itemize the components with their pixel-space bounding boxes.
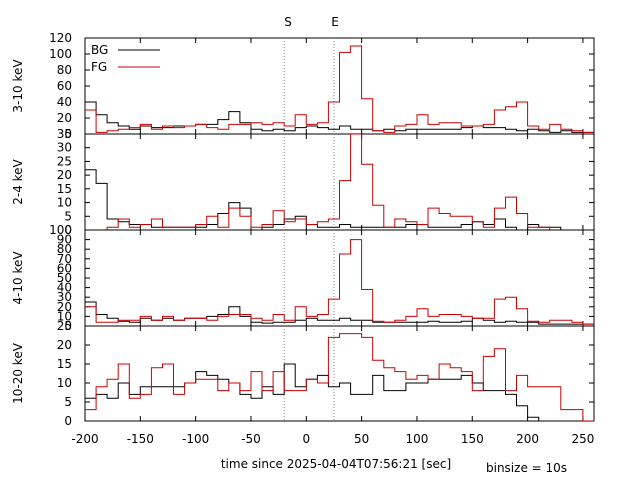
- x-axis: -200 -150 -100 -50 0 50 100 150 200 250: [71, 432, 594, 446]
- x-tick-label: 200: [516, 432, 539, 446]
- y-tick-label: 40: [57, 95, 72, 109]
- y-tick-label: 20: [57, 300, 72, 314]
- panel-10-20-keV: 0 5 10 15 20 25 10-20 keV: [11, 319, 595, 428]
- y-tick-label: 60: [57, 261, 72, 275]
- y-axis-label: 4-10 keV: [11, 251, 25, 305]
- y-tick-label: 5: [64, 209, 72, 223]
- x-tick-label: -50: [241, 432, 261, 446]
- marker-label-start: S: [284, 15, 292, 29]
- y-axis-label: 10-20 keV: [11, 342, 25, 404]
- y-tick-label: 90: [57, 233, 72, 247]
- y-tick-label: 35: [57, 127, 72, 141]
- y-tick-label: 0: [64, 414, 72, 428]
- series-fg-line: [85, 239, 594, 325]
- x-tick-label: 0: [302, 432, 310, 446]
- series-bg-line: [85, 363, 594, 421]
- panel-3-10-keV: 0 20 40 60 80 100 120 3-10 keV BG FG: [11, 31, 595, 141]
- y-tick-label: 80: [57, 242, 72, 256]
- y-tick-label: 40: [57, 281, 72, 295]
- y-tick-label: 30: [57, 290, 72, 304]
- y-tick-label: 60: [57, 79, 72, 93]
- series-fg-line: [85, 134, 594, 230]
- series-bg-line: [85, 301, 594, 325]
- series-bg-line: [85, 101, 594, 133]
- y-tick-label: 15: [57, 357, 72, 371]
- y-tick-label: 120: [49, 31, 72, 45]
- legend-label-bg: BG: [91, 43, 108, 57]
- x-tick-label: 250: [571, 432, 594, 446]
- y-tick-label: 15: [57, 182, 72, 196]
- marker-label-end: E: [331, 15, 339, 29]
- y-tick-label: 25: [57, 154, 72, 168]
- y-tick-label: 70: [57, 252, 72, 266]
- series-fg-line: [85, 333, 594, 421]
- y-tick-label: 10: [57, 376, 72, 390]
- x-tick-label: 100: [406, 432, 429, 446]
- y-tick-label: 10: [57, 196, 72, 210]
- y-tick-label: 20: [57, 111, 72, 125]
- marker-labels: S E: [284, 15, 339, 29]
- y-tick-label: 0: [64, 223, 72, 237]
- y-tick-label: 30: [57, 141, 72, 155]
- y-axis-label: 3-10 keV: [11, 59, 25, 113]
- y-tick-label: 80: [57, 63, 72, 77]
- y-tick-label: 100: [49, 223, 72, 237]
- panel-frame: [84, 325, 595, 422]
- y-tick-label: 5: [64, 395, 72, 409]
- y-tick-label: 20: [57, 168, 72, 182]
- y-tick-label: 0: [64, 127, 72, 141]
- legend-label-fg: FG: [91, 60, 107, 74]
- legend: BG FG: [91, 43, 160, 74]
- y-axis-label: 2-4 keV: [11, 158, 25, 204]
- series-fg-line: [85, 45, 594, 133]
- y-tick-label: 0: [64, 319, 72, 333]
- x-tick-label: 50: [354, 432, 369, 446]
- binsize-label: binsize = 10s: [486, 461, 567, 475]
- y-tick-label: 25: [57, 319, 72, 333]
- y-tick-label: 20: [57, 338, 72, 352]
- x-tick-label: -100: [182, 432, 209, 446]
- y-tick-label: 50: [57, 271, 72, 285]
- x-tick-label: -150: [127, 432, 154, 446]
- x-tick-label: -200: [71, 432, 98, 446]
- y-tick-label: 10: [57, 309, 72, 323]
- x-axis-label: time since 2025-04-04T07:56:21 [sec]: [221, 457, 451, 471]
- y-tick-label: 100: [49, 47, 72, 61]
- x-tick-label: 150: [461, 432, 484, 446]
